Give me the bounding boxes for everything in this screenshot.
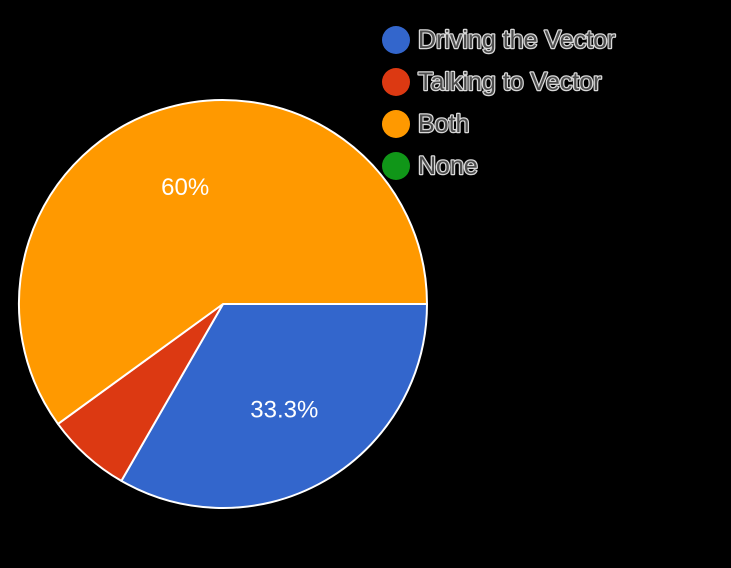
legend-label-both: Both bbox=[418, 110, 469, 138]
slice-label-both: 60% bbox=[161, 174, 209, 201]
legend-item-talking-to-vector: Talking to Vector bbox=[382, 67, 603, 97]
pie-slices bbox=[18, 99, 428, 509]
pie-slice-driving-the-vector bbox=[120, 303, 428, 509]
legend-marker-driving-the-vector bbox=[382, 26, 410, 54]
slice-label-driving-the-vector: 33.3% bbox=[250, 396, 318, 423]
legend-label-none: None bbox=[418, 152, 478, 180]
legend-item-both: Both bbox=[382, 109, 471, 139]
legend-marker-none bbox=[382, 152, 410, 180]
legend-marker-talking-to-vector bbox=[382, 68, 410, 96]
pie-slice-labels: 33.3% 60% bbox=[161, 174, 318, 423]
pie-slice-both bbox=[18, 99, 428, 425]
legend-item-driving-the-vector: Driving the Vector bbox=[382, 25, 617, 55]
legend-item-none: None bbox=[382, 151, 479, 181]
legend-label-talking-to-vector: Talking to Vector bbox=[418, 68, 601, 96]
legend-marker-both bbox=[382, 110, 410, 138]
chart-legend: Driving the Vector Talking to Vector Both N… bbox=[382, 25, 617, 181]
legend-label-driving-the-vector: Driving the Vector bbox=[418, 26, 615, 54]
